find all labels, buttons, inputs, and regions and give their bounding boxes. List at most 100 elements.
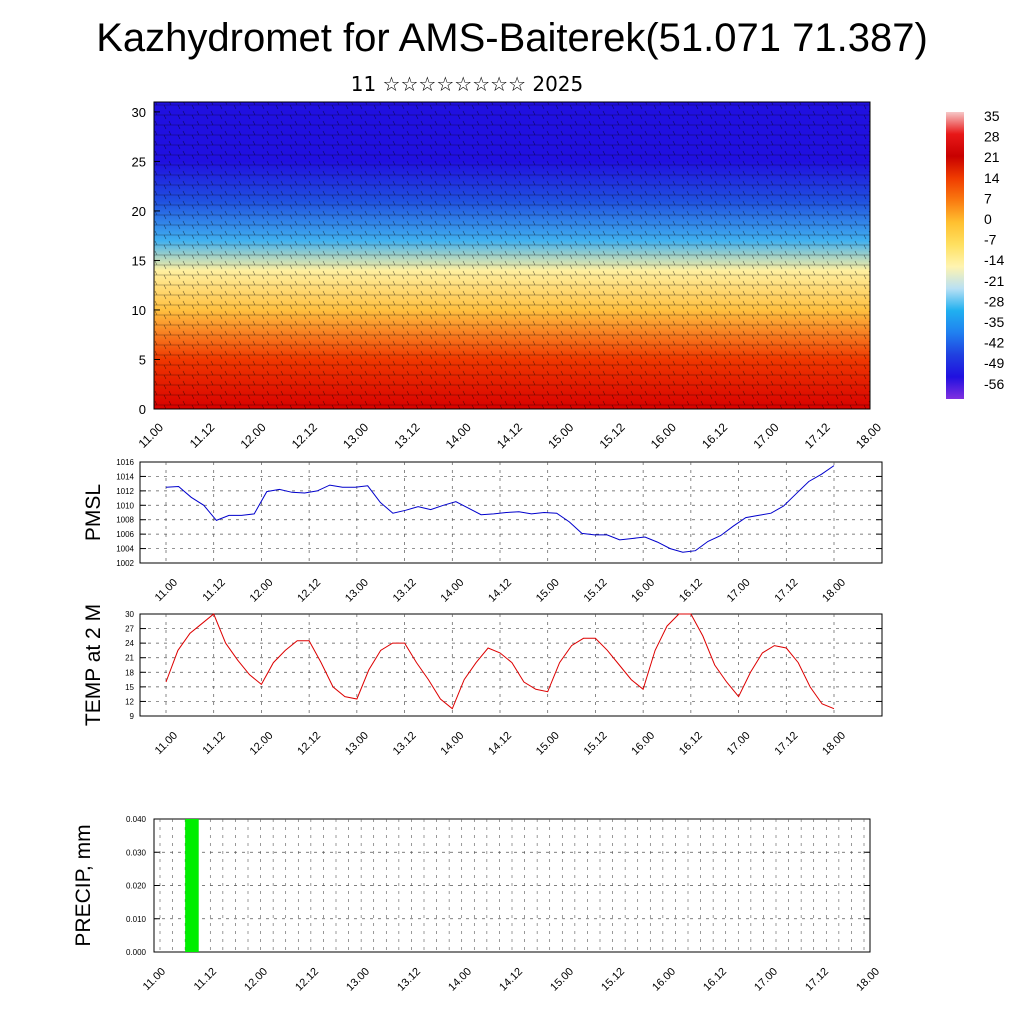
pmsl-x-tick-label: 17.00 bbox=[725, 577, 753, 605]
pmsl-y-axis-label: PMSL bbox=[82, 484, 105, 541]
temp-x-tick-label: 11.00 bbox=[153, 730, 180, 757]
temp-series-line bbox=[165, 613, 835, 710]
temp-x-tick-label: 17.00 bbox=[725, 730, 753, 758]
pmsl-x-tick-label: 11.12 bbox=[200, 577, 227, 604]
cross-section-y-tick-label: 15 bbox=[132, 253, 146, 268]
temp-x-tick-label: 15.12 bbox=[582, 730, 610, 758]
colorbar-label: 35 bbox=[984, 108, 1000, 124]
precip-y-tick-label: 0.020 bbox=[126, 882, 147, 891]
colorbar-label: -7 bbox=[984, 232, 997, 248]
temp-x-tick-label: 12.12 bbox=[295, 730, 323, 758]
precip-x-tick-label: 17.00 bbox=[752, 966, 780, 994]
precip-x-tick-label: 13.00 bbox=[344, 966, 372, 994]
colorbar-label: -56 bbox=[984, 376, 1004, 392]
pmsl-x-tick-label: 18.00 bbox=[820, 577, 848, 605]
precip-x-tick-label: 11.12 bbox=[192, 966, 219, 993]
precip-bar bbox=[185, 819, 199, 952]
precip-y-tick-label: 0.030 bbox=[126, 848, 147, 857]
cross-section-x-tick-label: 13.00 bbox=[340, 420, 371, 451]
pmsl-x-tick-label: 13.00 bbox=[343, 577, 371, 605]
cross-section-x-tick-label: 13.12 bbox=[391, 420, 422, 451]
precip-x-tick-label: 15.00 bbox=[548, 966, 576, 994]
colorbar-label: -14 bbox=[984, 252, 1004, 268]
temp-x-tick-label: 18.00 bbox=[820, 730, 848, 758]
precip-x-tick-label: 14.12 bbox=[497, 966, 525, 994]
pmsl-x-tick-label: 12.00 bbox=[248, 577, 276, 605]
precip-x-tick-label: 11.00 bbox=[141, 966, 168, 993]
cross-section-x-tick-label: 17.12 bbox=[802, 420, 833, 451]
temp-x-tick-label: 12.00 bbox=[248, 730, 276, 758]
temp-y-axis-label: TEMP at 2 M bbox=[82, 604, 105, 726]
wind-barbs-overlay bbox=[154, 102, 870, 409]
cross-section-x-tick-label: 14.12 bbox=[494, 420, 525, 451]
pmsl-y-tick-label: 1010 bbox=[116, 501, 134, 510]
cross-section-x-tick-label: 12.12 bbox=[289, 420, 320, 451]
cross-section-x-tick-label: 17.00 bbox=[750, 420, 781, 451]
cross-section-x-tick-label: 15.00 bbox=[545, 420, 576, 451]
pmsl-x-tick-label: 14.00 bbox=[438, 577, 466, 605]
precip-y-tick-label: 0.010 bbox=[126, 915, 147, 924]
temp-x-tick-label: 14.00 bbox=[438, 730, 466, 758]
cross-section-x-tick-label: 14.00 bbox=[443, 420, 474, 451]
pmsl-y-tick-label: 1004 bbox=[116, 545, 134, 554]
precip-x-tick-label: 16.00 bbox=[650, 966, 678, 994]
temp-x-tick-label: 13.12 bbox=[391, 730, 419, 758]
temp-x-tick-label: 17.12 bbox=[772, 730, 800, 758]
precip-x-tick-label: 17.12 bbox=[803, 966, 831, 994]
cross-section-y-tick-label: 5 bbox=[139, 352, 146, 367]
precip-x-tick-label: 12.00 bbox=[242, 966, 270, 994]
chart-subtitle: 11 ☆☆☆☆☆☆☆☆ 2025 bbox=[350, 72, 584, 96]
temp-y-tick-label: 18 bbox=[125, 668, 134, 677]
pmsl-x-tick-label: 11.00 bbox=[153, 577, 180, 604]
precip-y-tick-label: 0.040 bbox=[126, 815, 147, 824]
temp-x-tick-label: 16.12 bbox=[677, 730, 705, 758]
precip-x-tick-label: 13.12 bbox=[395, 966, 423, 994]
temp-y-tick-label: 27 bbox=[125, 625, 134, 634]
colorbar-label: -49 bbox=[984, 355, 1004, 371]
temp-y-tick-label: 12 bbox=[125, 697, 134, 706]
colorbar-label: 7 bbox=[984, 190, 992, 206]
temp-frame bbox=[139, 613, 883, 717]
pmsl-series-line bbox=[165, 465, 835, 553]
pmsl-x-tick-label: 15.12 bbox=[582, 577, 610, 605]
colorbar bbox=[946, 112, 964, 399]
colorbar-label: 0 bbox=[984, 211, 992, 227]
pmsl-y-tick-label: 1008 bbox=[116, 516, 134, 525]
pmsl-x-tick-label: 16.12 bbox=[677, 577, 705, 605]
temp-y-tick-label: 30 bbox=[125, 610, 134, 619]
cross-section-x-tick-label: 11.00 bbox=[136, 420, 167, 451]
pmsl-y-tick-label: 1006 bbox=[116, 530, 134, 539]
cross-section-y-tick-label: 25 bbox=[132, 154, 146, 169]
pmsl-x-tick-label: 15.00 bbox=[534, 577, 562, 605]
colorbar-label: -35 bbox=[984, 314, 1004, 330]
pmsl-y-tick-label: 1016 bbox=[116, 458, 134, 467]
colorbar-label: 21 bbox=[984, 149, 1000, 165]
temp-y-tick-label: 9 bbox=[130, 712, 135, 721]
cross-section-y-tick-label: 10 bbox=[132, 303, 146, 318]
temp-x-tick-label: 14.12 bbox=[486, 730, 514, 758]
precip-y-axis-label: PRECIP, mm bbox=[72, 824, 95, 946]
temp-x-tick-label: 11.12 bbox=[200, 730, 227, 757]
cross-section-x-tick-label: 12.00 bbox=[238, 420, 269, 451]
cross-section-y-tick-label: 20 bbox=[132, 204, 146, 219]
cross-section-x-tick-label: 18.00 bbox=[853, 420, 884, 451]
pmsl-x-tick-label: 16.00 bbox=[629, 577, 657, 605]
colorbar-label: 14 bbox=[984, 170, 1000, 186]
precip-x-tick-label: 14.00 bbox=[446, 966, 474, 994]
pmsl-x-tick-label: 17.12 bbox=[772, 577, 800, 605]
precip-x-tick-label: 12.12 bbox=[293, 966, 321, 994]
precip-x-tick-label: 16.12 bbox=[701, 966, 729, 994]
colorbar-label: -28 bbox=[984, 293, 1004, 309]
pmsl-x-tick-label: 14.12 bbox=[486, 577, 514, 605]
cross-section-frame bbox=[153, 101, 871, 410]
temp-x-tick-label: 13.00 bbox=[343, 730, 371, 758]
precip-x-tick-label: 18.00 bbox=[854, 966, 882, 994]
cross-section-x-tick-label: 16.00 bbox=[648, 420, 679, 451]
pmsl-x-tick-label: 12.12 bbox=[295, 577, 323, 605]
pmsl-y-tick-label: 1014 bbox=[116, 472, 134, 481]
pmsl-y-tick-label: 1002 bbox=[116, 559, 134, 568]
precip-x-tick-label: 15.12 bbox=[599, 966, 627, 994]
temp-y-tick-label: 15 bbox=[125, 683, 134, 692]
precip-y-tick-label: 0.000 bbox=[126, 948, 147, 957]
temp-y-tick-label: 21 bbox=[125, 654, 134, 663]
